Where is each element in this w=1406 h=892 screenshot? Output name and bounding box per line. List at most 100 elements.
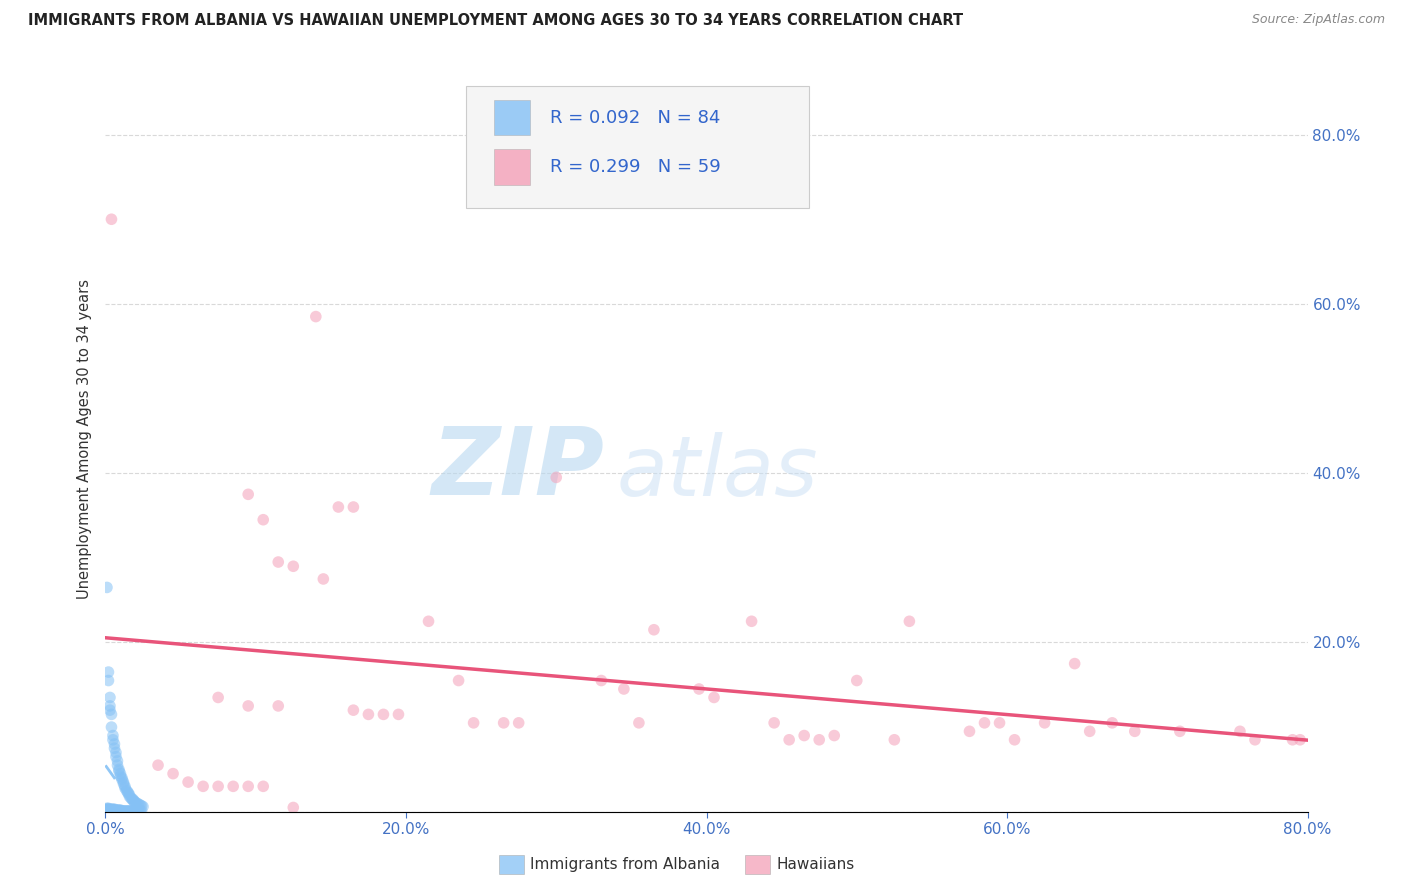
Point — [129, 804, 152, 818]
Point — [492, 715, 515, 730]
Point — [128, 804, 150, 818]
Point — [373, 707, 395, 722]
Point — [124, 796, 146, 810]
Point — [107, 754, 129, 768]
Point — [98, 690, 121, 705]
Point — [122, 795, 145, 809]
Point — [100, 803, 122, 817]
Point — [191, 780, 214, 794]
Point — [267, 698, 290, 713]
Point — [613, 681, 636, 696]
Point — [104, 803, 127, 817]
Point — [100, 720, 122, 734]
Text: atlas: atlas — [616, 433, 818, 513]
Point — [111, 772, 134, 787]
Point — [898, 615, 921, 629]
Point — [252, 780, 274, 794]
Point — [418, 615, 440, 629]
Point — [108, 763, 131, 777]
Text: Source: ZipAtlas.com: Source: ZipAtlas.com — [1251, 13, 1385, 27]
Point — [988, 715, 1011, 730]
Point — [117, 786, 139, 800]
Point — [129, 797, 152, 812]
Text: Hawaiians: Hawaiians — [776, 857, 855, 871]
Point — [238, 487, 260, 501]
FancyBboxPatch shape — [494, 149, 530, 185]
Point — [98, 802, 121, 816]
Point — [703, 690, 725, 705]
Point — [96, 803, 118, 817]
Point — [100, 212, 122, 227]
Point — [252, 513, 274, 527]
FancyBboxPatch shape — [494, 100, 530, 136]
Point — [117, 785, 139, 799]
Point — [959, 724, 981, 739]
Point — [146, 758, 169, 772]
Point — [110, 804, 132, 818]
Point — [238, 780, 260, 794]
Point — [97, 801, 120, 815]
Point — [1123, 724, 1146, 739]
Point — [104, 746, 127, 760]
Text: Immigrants from Albania: Immigrants from Albania — [530, 857, 720, 871]
Point — [741, 615, 763, 629]
Point — [103, 741, 125, 756]
Point — [222, 780, 245, 794]
Point — [103, 803, 125, 817]
Point — [1289, 732, 1312, 747]
Point — [97, 673, 120, 688]
Point — [118, 788, 141, 802]
Point — [1101, 715, 1123, 730]
Point — [463, 715, 485, 730]
Point — [100, 802, 122, 816]
Point — [1244, 732, 1267, 747]
Point — [1033, 715, 1056, 730]
Point — [808, 732, 831, 747]
Point — [97, 803, 120, 817]
Point — [823, 729, 845, 743]
Point — [121, 792, 143, 806]
Point — [207, 780, 229, 794]
Point — [115, 783, 138, 797]
Point — [98, 804, 121, 818]
Point — [1168, 724, 1191, 739]
Point — [108, 764, 131, 778]
Point — [177, 775, 200, 789]
Point — [643, 623, 665, 637]
Point — [125, 804, 148, 818]
Point — [97, 804, 120, 818]
Point — [688, 681, 710, 696]
Text: R = 0.299   N = 59: R = 0.299 N = 59 — [550, 158, 721, 177]
Point — [101, 729, 124, 743]
Point — [98, 703, 121, 717]
Point — [115, 804, 138, 818]
Point — [162, 766, 184, 780]
Point — [267, 555, 290, 569]
Point — [103, 804, 125, 818]
Point — [101, 732, 124, 747]
Point — [98, 698, 121, 713]
Point — [96, 804, 118, 818]
Point — [120, 804, 142, 818]
Point — [283, 800, 305, 814]
Point — [104, 749, 127, 764]
Point — [1281, 732, 1303, 747]
Y-axis label: Unemployment Among Ages 30 to 34 years: Unemployment Among Ages 30 to 34 years — [77, 279, 93, 599]
Point — [98, 803, 121, 817]
Point — [104, 804, 127, 818]
Point — [447, 673, 470, 688]
Point — [96, 801, 118, 815]
Point — [1078, 724, 1101, 739]
Point — [107, 803, 129, 817]
Point — [627, 715, 650, 730]
Point — [103, 802, 125, 816]
Point — [118, 804, 141, 818]
Point — [128, 797, 150, 811]
Point — [112, 804, 135, 818]
Point — [122, 804, 145, 818]
Point — [101, 804, 124, 818]
Point — [131, 804, 153, 818]
Point — [125, 797, 148, 811]
Point — [305, 310, 328, 324]
Point — [118, 789, 141, 804]
